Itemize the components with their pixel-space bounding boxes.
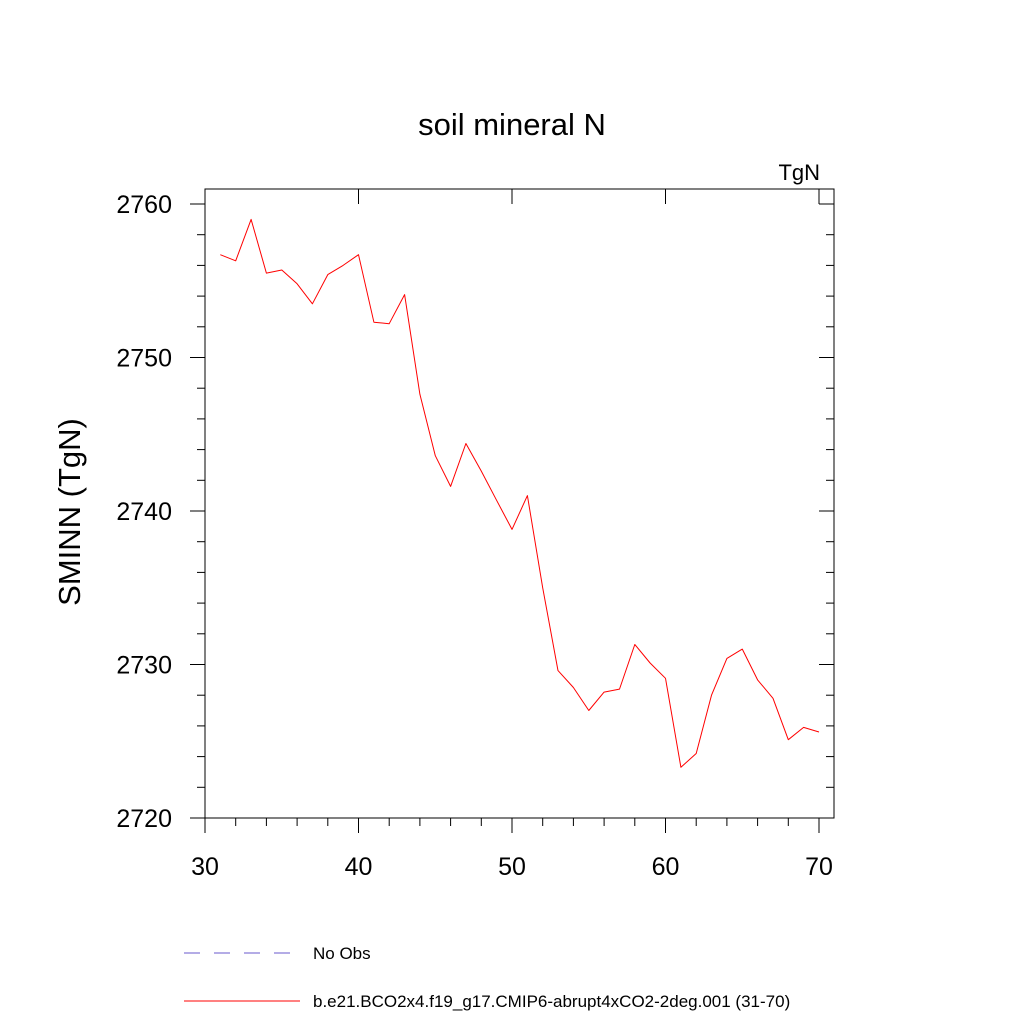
axis-ticks bbox=[190, 189, 834, 833]
y-tick-labels: 2720 2730 2740 2750 2760 bbox=[116, 191, 172, 833]
y-axis-label: SMINN (TgN) bbox=[52, 418, 87, 606]
legend-label: No Obs bbox=[313, 944, 371, 963]
plot-frame bbox=[204, 188, 835, 819]
x-tick-label: 50 bbox=[498, 853, 526, 881]
chart-title: soil mineral N bbox=[418, 107, 606, 142]
x-tick-label: 70 bbox=[805, 853, 833, 881]
x-tick-label: 60 bbox=[652, 853, 680, 881]
y-tick-label: 2750 bbox=[116, 345, 172, 373]
y-tick-label: 2760 bbox=[116, 191, 172, 219]
y-tick-label: 2740 bbox=[116, 498, 172, 526]
y-tick-label: 2730 bbox=[116, 652, 172, 680]
x-tick-label: 40 bbox=[345, 853, 373, 881]
legend-label: b.e21.BCO2x4.f19_g17.CMIP6-abrupt4xCO2-2… bbox=[313, 992, 790, 1011]
x-tick-labels: 30 40 50 60 70 bbox=[191, 853, 833, 881]
y-tick-label: 2720 bbox=[116, 805, 172, 833]
legend: No Obs b.e21.BCO2x4.f19_g17.CMIP6-abrupt4… bbox=[184, 944, 790, 1011]
x-tick-label: 30 bbox=[191, 853, 219, 881]
series-line bbox=[220, 218, 820, 768]
series-layer bbox=[220, 218, 820, 768]
units-label: TgN bbox=[778, 160, 820, 185]
